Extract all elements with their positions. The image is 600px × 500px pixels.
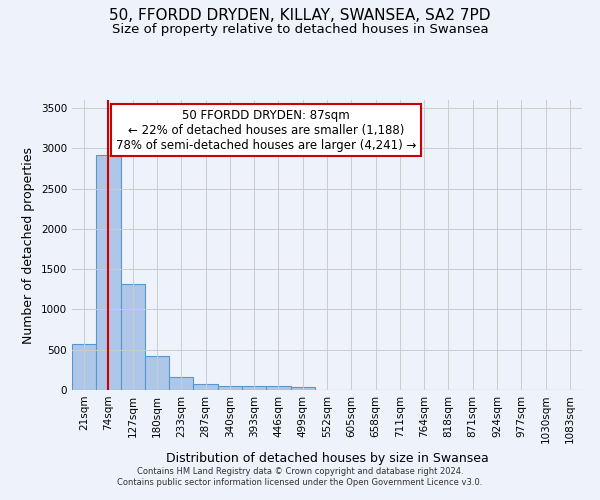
Bar (96, 155, 121, 390)
Bar (290, 387, 315, 390)
X-axis label: Distribution of detached houses by size in Swansea: Distribution of detached houses by size … (166, 452, 488, 465)
Bar (121, 284, 145, 390)
Bar (266, 386, 290, 390)
Text: Contains HM Land Registry data © Crown copyright and database right 2024.: Contains HM Land Registry data © Crown c… (137, 467, 463, 476)
Bar (193, 384, 218, 390)
Y-axis label: Number of detached properties: Number of detached properties (22, 146, 35, 344)
Text: 50 FFORDD DRYDEN: 87sqm
← 22% of detached houses are smaller (1,188)
78% of semi: 50 FFORDD DRYDEN: 87sqm ← 22% of detache… (116, 108, 416, 152)
Bar (72, 344, 96, 390)
Bar (242, 386, 266, 390)
Text: Size of property relative to detached houses in Swansea: Size of property relative to detached ho… (112, 22, 488, 36)
Text: 50, FFORDD DRYDEN, KILLAY, SWANSEA, SA2 7PD: 50, FFORDD DRYDEN, KILLAY, SWANSEA, SA2 … (109, 8, 491, 22)
Text: Contains public sector information licensed under the Open Government Licence v3: Contains public sector information licen… (118, 478, 482, 487)
Bar (218, 386, 242, 390)
Bar (169, 376, 193, 390)
Bar (145, 356, 169, 390)
